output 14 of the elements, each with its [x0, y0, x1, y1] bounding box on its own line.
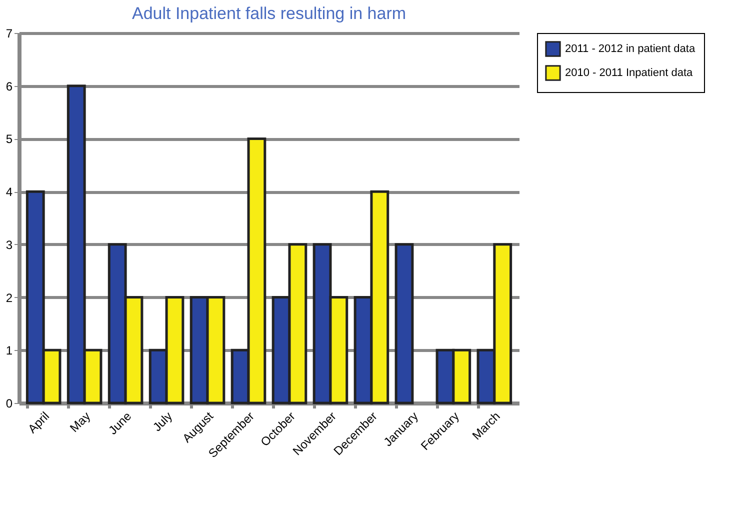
y-tick-label: 4 [6, 185, 13, 200]
y-tick-label: 3 [6, 238, 13, 252]
y-tick-label: 1 [6, 344, 13, 358]
y-tick-label: 5 [6, 132, 13, 146]
legend-label: 2010 - 2011 Inpatient data [565, 67, 694, 79]
chart-title: Adult Inpatient falls resulting in harm [132, 4, 406, 23]
y-tick-label: 0 [6, 396, 13, 410]
y-tick-label: 7 [6, 26, 13, 40]
y-tick-label: 2 [6, 290, 13, 305]
bar [394, 243, 414, 404]
legend-label: 2011 - 2012 in patient data [565, 43, 696, 55]
x-tick-label: May [67, 409, 94, 436]
y-tick-label: 6 [6, 79, 13, 94]
x-tick-label: July [150, 409, 176, 434]
